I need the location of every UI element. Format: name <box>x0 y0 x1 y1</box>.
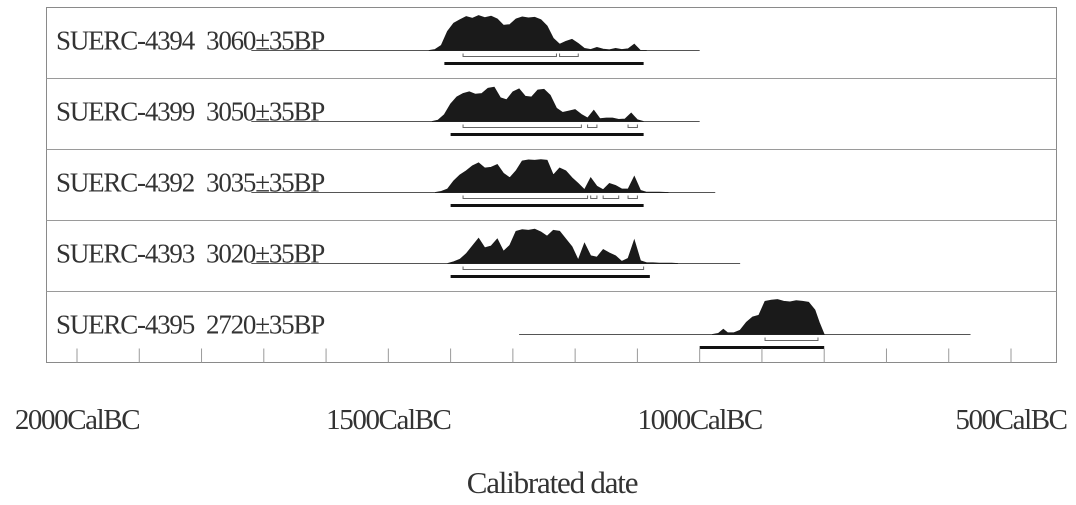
range-68-suerc-4399-1 <box>587 124 598 128</box>
sample-row-suerc-4392: SUERC-4392 3035±35BP <box>46 149 1057 207</box>
x-tick-label-500: 500CalBC <box>955 404 1066 436</box>
sample-age: 3020±35BP <box>206 239 324 269</box>
x-tick-label-1000: 1000CalBC <box>637 404 761 436</box>
x-tick-label-1500: 1500CalBC <box>326 404 450 436</box>
sample-name: SUERC-4394 <box>56 26 196 56</box>
plot-frame <box>46 7 1057 363</box>
range-68-suerc-4392-0 <box>462 195 589 199</box>
distribution-suerc-4392 <box>434 159 669 193</box>
sample-row-suerc-4394: SUERC-4394 3060±35BP <box>56 15 700 65</box>
x-axis-title: Calibrated date <box>467 465 638 500</box>
distribution-suerc-4399 <box>431 86 644 122</box>
sample-row-suerc-4399: SUERC-4399 3050±35BP <box>46 78 1057 136</box>
row-label: SUERC-4399 3050±35BP <box>56 97 324 127</box>
sample-row-suerc-4393: SUERC-4393 3020±35BP <box>46 220 1057 278</box>
distribution-suerc-4395 <box>712 299 825 335</box>
range-68-suerc-4392-1 <box>590 195 598 199</box>
range-68-suerc-4394-1 <box>559 53 579 57</box>
range-68-suerc-4392-2 <box>602 195 620 199</box>
x-tick-label-2000: 2000CalBC <box>15 404 139 436</box>
sample-name: SUERC-4393 <box>56 239 195 269</box>
row-label: SUERC-4393 3020±35BP <box>56 239 324 269</box>
sample-age: 3035±35BP <box>206 168 324 198</box>
row-label: SUERC-4395 2720±35BP <box>56 310 324 340</box>
range-68-suerc-4392-3 <box>627 195 638 199</box>
sample-name: SUERC-4399 <box>56 97 195 127</box>
sample-name: SUERC-4392 <box>56 168 195 198</box>
sample-age: 3050±35BP <box>206 97 324 127</box>
distribution-suerc-4393 <box>447 228 678 264</box>
distribution-suerc-4394 <box>428 15 647 51</box>
range-68-suerc-4394-0 <box>462 53 557 57</box>
range-68-suerc-4399-2 <box>627 124 638 128</box>
sample-row-suerc-4395: SUERC-4395 2720±35BP <box>46 291 1057 349</box>
range-68-suerc-4395-0 <box>764 337 819 341</box>
row-label: SUERC-4394 3060±35BP <box>56 26 324 56</box>
row-label: SUERC-4392 3035±35BP <box>56 168 324 198</box>
range-68-suerc-4399-0 <box>462 124 582 128</box>
sample-name: SUERC-4395 <box>56 310 195 340</box>
x-axis: 2000CalBC 1500CalBC 1000CalBC 500CalBC <box>15 348 1068 436</box>
sample-age: 3060±35BP <box>206 26 324 56</box>
sample-age: 2720±35BP <box>206 310 324 340</box>
range-68-suerc-4393-0 <box>462 266 645 270</box>
